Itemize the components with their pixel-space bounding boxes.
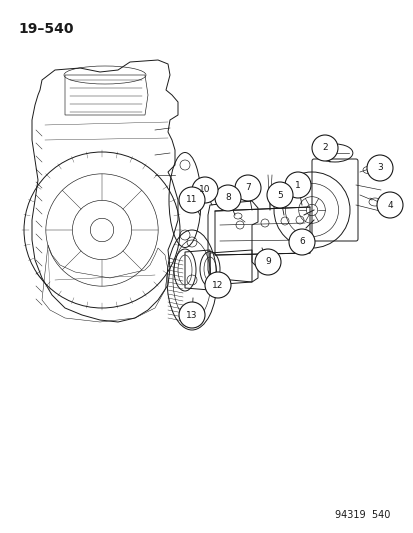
Circle shape bbox=[366, 155, 392, 181]
Text: 4: 4 bbox=[386, 200, 392, 209]
Text: 94319  540: 94319 540 bbox=[334, 510, 389, 520]
Circle shape bbox=[178, 187, 204, 213]
Text: 11: 11 bbox=[186, 196, 197, 205]
Text: 13: 13 bbox=[186, 311, 197, 319]
Circle shape bbox=[266, 182, 292, 208]
Circle shape bbox=[284, 172, 310, 198]
Text: 5: 5 bbox=[276, 190, 282, 199]
Circle shape bbox=[288, 229, 314, 255]
Text: 1: 1 bbox=[294, 181, 300, 190]
Text: 7: 7 bbox=[244, 183, 250, 192]
Circle shape bbox=[192, 177, 218, 203]
Text: 10: 10 bbox=[199, 185, 210, 195]
Text: 19–540: 19–540 bbox=[18, 22, 74, 36]
Circle shape bbox=[178, 302, 204, 328]
Text: 6: 6 bbox=[299, 238, 304, 246]
Text: 3: 3 bbox=[376, 164, 382, 173]
Text: 2: 2 bbox=[321, 143, 327, 152]
Text: 12: 12 bbox=[212, 280, 223, 289]
Circle shape bbox=[254, 249, 280, 275]
Text: 8: 8 bbox=[225, 193, 230, 203]
Circle shape bbox=[204, 272, 230, 298]
Text: 9: 9 bbox=[264, 257, 270, 266]
Circle shape bbox=[311, 135, 337, 161]
Circle shape bbox=[235, 175, 260, 201]
Circle shape bbox=[376, 192, 402, 218]
Circle shape bbox=[214, 185, 240, 211]
